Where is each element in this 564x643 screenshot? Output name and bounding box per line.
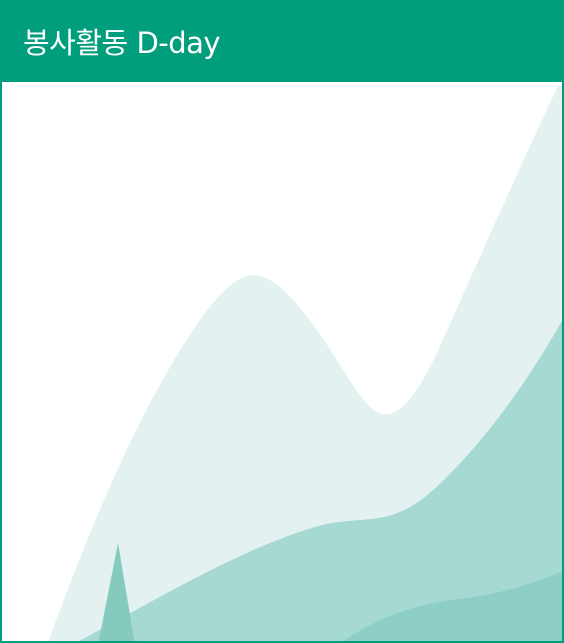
widget-header: 봉사활동 D-day bbox=[2, 2, 562, 82]
wave-mid-layer bbox=[79, 320, 562, 641]
spike-shape bbox=[98, 543, 135, 641]
mountain-wave-illustration bbox=[48, 86, 562, 641]
wave-dark-layer bbox=[343, 571, 562, 641]
widget-title: 봉사활동 D-day bbox=[23, 26, 221, 60]
